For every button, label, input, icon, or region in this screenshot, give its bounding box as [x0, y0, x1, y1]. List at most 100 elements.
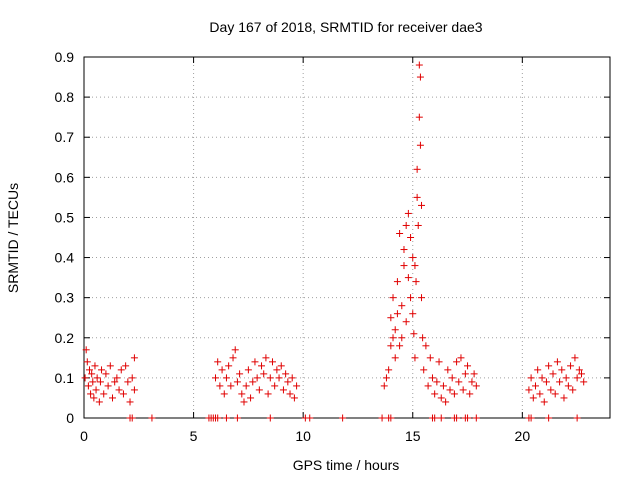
data-point-marker	[233, 414, 241, 422]
data-point-marker	[225, 362, 233, 370]
data-point-marker	[466, 390, 474, 398]
x-tick-label: 5	[190, 428, 198, 444]
data-point-marker	[416, 141, 424, 149]
data-point-marker	[545, 414, 553, 422]
data-point-marker	[255, 386, 263, 394]
data-point-marker	[567, 362, 575, 370]
data-point-marker	[410, 330, 418, 338]
y-tick-label: 0	[66, 410, 74, 426]
data-point-marker	[556, 378, 564, 386]
data-point-marker	[91, 362, 99, 370]
data-points	[81, 61, 588, 422]
data-point-marker	[85, 366, 93, 374]
data-point-marker	[525, 386, 533, 394]
data-point-marker	[414, 221, 422, 229]
data-point-marker	[431, 414, 439, 422]
data-point-marker	[220, 390, 228, 398]
data-point-marker	[437, 414, 445, 422]
data-point-marker	[231, 346, 239, 354]
data-point-marker	[416, 73, 424, 81]
data-point-marker	[290, 394, 298, 402]
data-point-marker	[260, 370, 268, 378]
data-point-marker	[389, 294, 397, 302]
data-point-marker	[571, 354, 579, 362]
data-point-marker	[242, 382, 250, 390]
data-point-marker	[122, 362, 130, 370]
data-point-marker	[562, 374, 570, 382]
data-point-marker	[214, 358, 222, 366]
data-point-marker	[412, 278, 420, 286]
data-point-marker	[540, 398, 548, 406]
data-point-marker	[380, 382, 388, 390]
data-point-marker	[268, 358, 276, 366]
x-tick-label: 0	[80, 428, 88, 444]
data-point-marker	[126, 398, 134, 406]
data-point-marker	[415, 61, 423, 69]
data-point-marker	[249, 378, 257, 386]
data-point-marker	[212, 374, 219, 382]
data-point-marker	[222, 414, 230, 422]
data-point-marker	[90, 394, 98, 402]
x-tick-label: 15	[405, 428, 421, 444]
data-point-marker	[277, 362, 285, 370]
data-point-marker	[382, 374, 390, 382]
data-point-marker	[83, 358, 91, 366]
data-point-marker	[100, 390, 108, 398]
data-point-marker	[538, 374, 546, 382]
data-point-marker	[472, 382, 480, 390]
y-axis-ticks: 0 0.1 0.2 0.3 0.4 0.5 0.6 0.7 0.8 0.9	[55, 49, 610, 426]
x-tick-label: 10	[295, 428, 311, 444]
data-point-marker	[426, 354, 434, 362]
data-point-marker	[279, 386, 287, 394]
data-point-marker	[529, 394, 537, 402]
data-point-marker	[119, 390, 127, 398]
data-point-marker	[238, 390, 246, 398]
data-point-marker	[418, 294, 426, 302]
data-point-marker	[288, 374, 296, 382]
data-point-marker	[124, 378, 132, 386]
data-point-marker	[448, 374, 456, 382]
data-point-marker	[575, 366, 583, 374]
data-point-marker	[378, 414, 386, 422]
data-point-marker	[419, 334, 427, 342]
data-point-marker	[536, 390, 544, 398]
data-point-marker	[396, 229, 404, 237]
data-point-marker	[422, 342, 430, 350]
data-point-marker	[400, 246, 408, 254]
data-point-marker	[240, 398, 248, 406]
data-point-marker	[258, 362, 266, 370]
data-point-marker	[409, 310, 417, 318]
data-point-marker	[580, 378, 588, 386]
data-point-marker	[266, 414, 274, 422]
data-point-marker	[88, 370, 96, 378]
chart-title: Day 167 of 2018, SRMTID for receiver dae…	[209, 19, 482, 35]
data-point-marker	[573, 414, 581, 422]
data-point-marker	[404, 274, 412, 282]
data-point-marker	[229, 354, 237, 362]
x-tick-label: 20	[515, 428, 531, 444]
data-point-marker	[442, 398, 450, 406]
y-axis-label: SRMTID / TECUs	[5, 183, 21, 293]
data-point-marker	[547, 386, 555, 394]
data-point-marker	[214, 414, 222, 422]
data-point-marker	[387, 342, 395, 350]
data-point-marker	[453, 358, 461, 366]
data-point-marker	[437, 394, 445, 402]
data-point-marker	[569, 386, 577, 394]
data-point-marker	[244, 366, 252, 374]
data-point-marker	[453, 414, 461, 422]
data-point-marker	[227, 382, 235, 390]
data-point-marker	[95, 398, 103, 406]
data-point-marker	[89, 378, 97, 386]
data-point-marker	[446, 386, 454, 394]
y-tick-label: 0.9	[55, 49, 75, 65]
data-point-marker	[411, 354, 419, 362]
y-tick-label: 0.4	[55, 250, 75, 266]
data-point-marker	[266, 374, 274, 382]
data-point-marker	[549, 370, 557, 378]
data-point-marker	[413, 165, 421, 173]
data-point-marker	[385, 366, 393, 374]
data-point-marker	[282, 370, 290, 378]
data-point-marker	[428, 374, 436, 382]
